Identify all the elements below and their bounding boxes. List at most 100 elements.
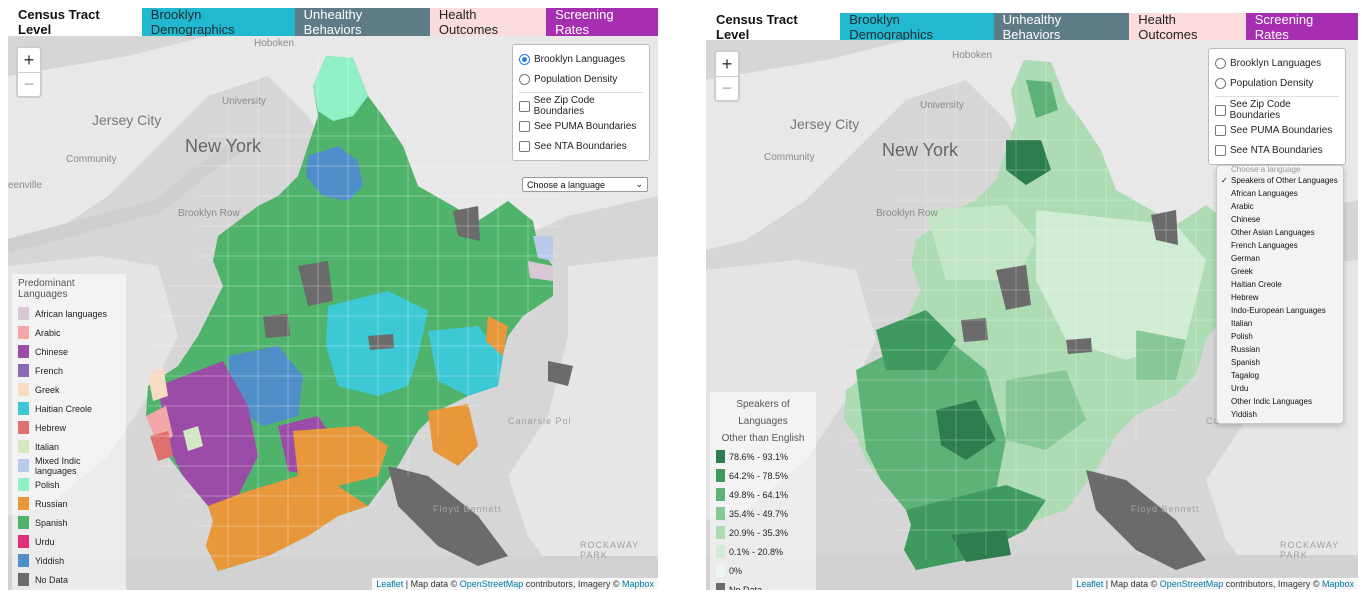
dropdown-option[interactable]: German [1231,254,1260,263]
dropdown-option[interactable]: Tagalog [1231,371,1260,380]
dropdown-option[interactable]: Hebrew [1231,293,1259,302]
legend-label: 20.9% - 35.3% [729,527,789,538]
tab-bar: Census Tract Level Brooklyn Demographics… [8,7,658,37]
osm-link[interactable]: OpenStreetMap [459,579,524,589]
legend-label: Hebrew [35,422,67,433]
zoom-in-button[interactable]: + [23,49,35,70]
checkbox-icon[interactable] [1215,104,1226,116]
legend-item: African languages [18,304,120,323]
checkbox-icon[interactable] [519,120,530,132]
checkbox-zip-code[interactable]: See Zip Code Boundaries [1215,99,1339,121]
tab-unhealthy-behaviors[interactable]: Unhealthy Behaviors [294,7,430,37]
legend-item: 78.6% - 93.1% [716,447,810,466]
legend-label: 49.8% - 64.1% [729,489,789,500]
layer-control: Brooklyn Languages Population Density Se… [512,44,650,161]
legend-swatch [716,488,725,501]
legend-label: Haitian Creole [35,403,93,414]
legend-swatch [18,573,29,586]
legend-item: Haitian Creole [18,399,120,418]
dropdown-option[interactable]: Italian [1231,319,1253,328]
legend-swatch [18,554,29,567]
language-select[interactable]: Choose a language ⌄ [522,177,648,192]
legend-item: 0% [716,561,810,580]
legend-label: 0.1% - 20.8% [729,546,784,557]
legend-label: Mixed Indic languages [35,455,81,476]
dropdown-option[interactable]: Russian [1231,345,1260,354]
dropdown-option[interactable]: Polish [1231,332,1253,341]
checkbox-icon[interactable] [1215,144,1226,156]
zoom-out-button[interactable]: − [716,76,738,100]
checkbox-puma[interactable]: See PUMA Boundaries [1215,120,1339,140]
left-map-panel: Census Tract Level Brooklyn Demographics… [8,0,658,594]
dropdown-option[interactable]: Haitian Creole [1231,280,1282,289]
legend-item: Russian [18,494,120,513]
dropdown-option[interactable]: Other Asian Languages [1231,228,1315,237]
legend-swatch [716,564,725,577]
dropdown-option[interactable]: African Languages [1231,189,1298,198]
legend-swatch [18,516,29,529]
language-dropdown-menu[interactable]: Choose a language ✓ Speakers of Other Lan… [1216,165,1344,424]
checkbox-puma[interactable]: See PUMA Boundaries [519,116,643,136]
legend-swatch [18,307,29,320]
dropdown-option[interactable]: Chinese [1231,215,1261,224]
legend-label: 0% [729,565,743,576]
radio-selected-icon[interactable] [519,53,530,65]
dropdown-option[interactable]: Urdu [1231,384,1249,393]
tab-screening-rates[interactable]: Screening Rates [546,7,658,37]
checkbox-icon[interactable] [519,140,530,152]
tab-screening-rates[interactable]: Screening Rates [1245,12,1358,42]
dropdown-option[interactable]: French Languages [1231,241,1298,250]
language-share-map[interactable]: New York Jersey City Hoboken University … [706,40,1358,590]
radio-brooklyn-languages[interactable]: Brooklyn Languages [519,49,643,69]
dropdown-option[interactable]: Spanish [1231,358,1260,367]
radio-population-density[interactable]: Population Density [519,69,643,89]
dropdown-option[interactable]: ✓ Speakers of Other Languages [1221,176,1338,185]
checkbox-icon[interactable] [1215,124,1226,136]
dropdown-option[interactable]: Arabic [1231,202,1254,211]
dropdown-option[interactable]: Greek [1231,267,1253,276]
radio-icon[interactable] [1215,77,1226,89]
legend-item: Mixed Indic languages [18,455,120,476]
legend-label: 78.6% - 93.1% [729,451,789,462]
legend-subtitle: Other than English [721,433,805,444]
legend-title: Speakers of Languages [736,399,790,427]
legend-item: 0.1% - 20.8% [716,542,810,561]
mapbox-link[interactable]: Mapbox [621,579,654,589]
tab-brooklyn-demographics[interactable]: Brooklyn Demographics [141,7,295,37]
radio-brooklyn-languages[interactable]: Brooklyn Languages [1215,53,1339,73]
leaflet-link[interactable]: Leaflet [376,579,404,589]
legend-item: French [18,361,120,380]
legend-label: 35.4% - 49.7% [729,508,789,519]
legend-swatch [18,497,29,510]
checkbox-nta[interactable]: See NTA Boundaries [519,136,643,156]
checkbox-icon[interactable] [519,100,530,112]
legend-predominant-languages: Predominant Languages African languages A… [12,274,126,590]
osm-link[interactable]: OpenStreetMap [1159,579,1224,589]
checkbox-nta[interactable]: See NTA Boundaries [1215,140,1339,160]
legend-item: Greek [18,380,120,399]
zoom-out-button[interactable]: − [18,72,40,96]
map-attribution: Leaflet | Map data © OpenStreetMap contr… [372,578,658,590]
legend-label: Polish [35,479,60,490]
legend-item: 35.4% - 49.7% [716,504,810,523]
dropdown-option[interactable]: Indo-European Languages [1231,306,1326,315]
tab-health-outcomes[interactable]: Health Outcomes [429,7,547,37]
tab-brooklyn-demographics[interactable]: Brooklyn Demographics [840,12,994,42]
legend-item: Chinese [18,342,120,361]
legend-label: Urdu [35,536,55,547]
language-map[interactable]: New York Jersey City Hoboken University … [8,36,658,590]
zoom-in-button[interactable]: + [721,53,733,74]
dropdown-option[interactable]: Yiddish [1231,410,1257,419]
leaflet-link[interactable]: Leaflet [1076,579,1104,589]
tab-health-outcomes[interactable]: Health Outcomes [1129,12,1246,42]
radio-icon[interactable] [519,73,530,85]
divider [1215,96,1339,97]
checkbox-zip-code[interactable]: See Zip Code Boundaries [519,95,643,117]
mapbox-link[interactable]: Mapbox [1321,579,1354,589]
dropdown-option[interactable]: Other Indic Languages [1231,397,1312,406]
legend-label: Russian [35,498,68,509]
tab-unhealthy-behaviors[interactable]: Unhealthy Behaviors [993,12,1130,42]
legend-swatch [18,402,29,415]
radio-population-density[interactable]: Population Density [1215,73,1339,93]
radio-icon[interactable] [1215,57,1226,69]
